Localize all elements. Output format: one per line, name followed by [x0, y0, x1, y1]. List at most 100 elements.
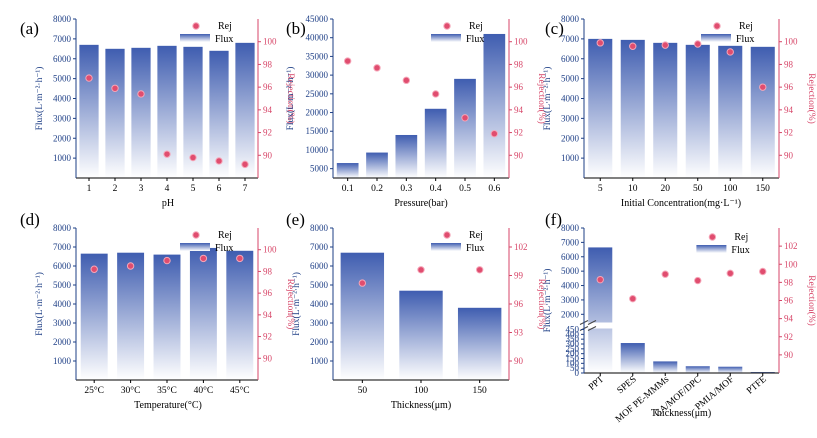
flux-bar [424, 108, 447, 178]
y-tick-label: 5000 [310, 280, 329, 290]
y2-tick-label: 100 [784, 37, 798, 47]
rej-point [90, 265, 98, 273]
panel-label: (a) [20, 19, 39, 38]
y2-tick-label: 102 [784, 241, 798, 251]
flux-bar [718, 366, 743, 373]
panel-5: 1000 2000 3000 4000 5000 6000 7000 8000 90 93 96 99… [286, 210, 547, 411]
y2-tick-label: 102 [514, 242, 528, 252]
x-tick-label: 0.3 [400, 184, 412, 194]
flux-bar [750, 46, 775, 178]
y2-tick-label: 96 [784, 82, 794, 92]
rej-point [199, 254, 208, 263]
x-tick-label: 7 [243, 184, 248, 194]
y-tick-label: 200 [566, 349, 580, 359]
y-axis-title: Flux(L·m⁻²·h⁻¹) [542, 269, 553, 333]
y-tick-label: 6000 [561, 54, 580, 64]
flux-bar [157, 45, 177, 178]
flux-bar [653, 42, 678, 178]
legend-rej-marker [443, 231, 451, 239]
rej-point [163, 150, 171, 158]
y-tick-label: 7000 [561, 237, 580, 247]
y2-tick-label: 94 [514, 105, 524, 115]
flux-bar [588, 38, 613, 179]
y2-tick-label: 98 [263, 59, 273, 69]
legend-flux-marker [431, 34, 461, 42]
legend-rej-label: Rej [218, 230, 232, 241]
flux-bar [620, 39, 645, 179]
y2-tick-label: 92 [514, 128, 523, 138]
legend-rej-marker [708, 233, 717, 241]
y2-tick-label: 100 [263, 37, 277, 47]
y-tick-label: 1000 [53, 153, 72, 163]
flux-bar [79, 44, 99, 179]
y2-tick-label: 98 [784, 59, 794, 69]
rej-point [694, 276, 702, 285]
rej-point [629, 42, 637, 50]
y-tick-label: 8000 [53, 223, 72, 233]
y-tick-label: 5000 [53, 74, 72, 84]
legend-rej-label: Rej [734, 232, 748, 243]
panel-2: 5000 10000 15000 20000 25000 30000 35000 40000 4… [285, 14, 547, 209]
y-tick-label: 25000 [306, 89, 329, 99]
legend-flux-marker [696, 245, 727, 253]
y2-tick-label: 90 [263, 353, 273, 363]
x-axis-title: Thickness(μm) [391, 400, 451, 411]
panel-label: (b) [286, 19, 306, 38]
y2-tick-label: 100 [784, 259, 798, 269]
panel-4: 1000 2000 3000 4000 5000 6000 7000 8000 90 92 94 96… [20, 210, 296, 411]
legend-rej-marker [713, 22, 721, 30]
x-tick-label: 0.1 [342, 184, 354, 194]
flux-bar [395, 134, 418, 178]
y-tick-label: 7000 [561, 34, 580, 44]
y-tick-label: 4000 [561, 281, 580, 291]
y2-tick-label: 94 [263, 310, 273, 320]
break-mark [587, 326, 597, 331]
rej-point [189, 153, 197, 162]
legend-flux-label: Flux [466, 243, 484, 254]
flux-bar [588, 247, 613, 373]
rej-point [417, 266, 425, 274]
y-tick-label: 5000 [310, 164, 329, 174]
y-tick-label: 45000 [306, 14, 329, 24]
y-tick-label: 2000 [53, 133, 72, 143]
y2-tick-label: 90 [514, 150, 524, 160]
y-tick-label: 450 [566, 325, 580, 335]
y2-tick-label: 90 [263, 150, 273, 160]
rej-point [694, 40, 702, 48]
rej-point [726, 48, 734, 56]
y-tick-label: 250 [566, 344, 580, 354]
flux-bar [105, 48, 125, 179]
legend-rej-marker [192, 231, 200, 239]
y-tick-label: 2000 [561, 309, 580, 319]
y-tick-label: 4000 [310, 299, 329, 309]
rej-point [629, 294, 637, 303]
panel-3: 1000 2000 3000 4000 5000 6000 7000 8000 90 92 94 96… [542, 14, 817, 209]
y-tick-label: 6000 [53, 54, 72, 64]
y-tick-label: 6000 [310, 261, 329, 271]
panel-label: (d) [20, 210, 40, 229]
x-tick-label: 50 [358, 386, 368, 396]
y-tick-label: 2000 [310, 337, 329, 347]
legend-flux-marker [180, 243, 210, 251]
flux-bar [399, 290, 443, 380]
flux-bar [131, 47, 151, 178]
x-tick-label: 0.5 [459, 184, 471, 194]
y-tick-label: 7000 [310, 242, 329, 252]
flux-bar [620, 343, 645, 373]
x-tick-label: 30°C [121, 385, 141, 396]
y-tick-label: 8000 [53, 14, 72, 24]
legend-flux-marker [701, 34, 731, 42]
y2-tick-label: 96 [514, 82, 524, 92]
flux-bar [226, 250, 254, 380]
x-tick-label: 45°C [230, 385, 250, 396]
y-tick-label: 8000 [561, 14, 580, 24]
rej-point [726, 269, 734, 278]
legend-rej-label: Rej [739, 21, 753, 32]
flux-bar [117, 252, 145, 380]
panel-6: 2000300040005000600070008000050100150200… [542, 210, 817, 425]
x-tick-label: 1 [87, 184, 92, 194]
y2-axis-title: Rejection(%) [536, 73, 547, 124]
legend-rej-label: Rej [218, 21, 232, 32]
flux-bar [209, 50, 229, 178]
panel-1: 1000 2000 3000 4000 5000 6000 7000 8000 90 92 94 96… [20, 14, 296, 209]
